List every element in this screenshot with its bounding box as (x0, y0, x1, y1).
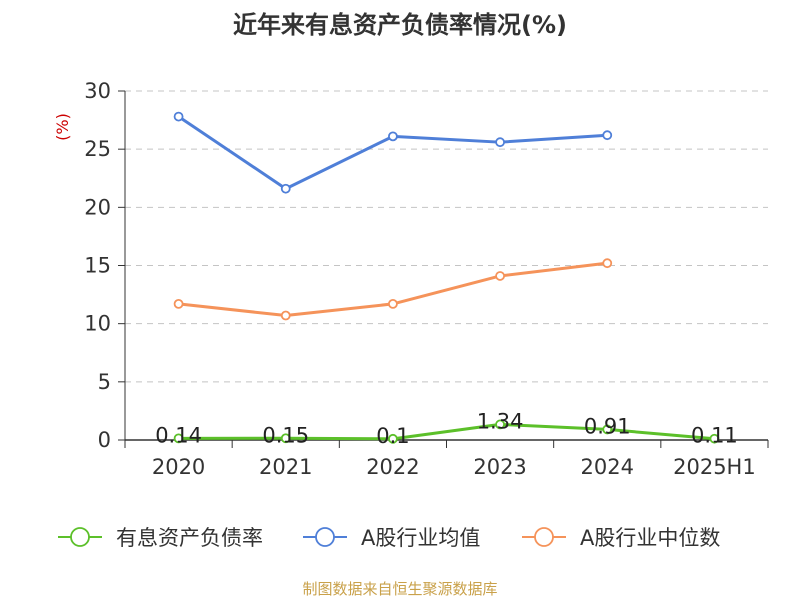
data-label: 0.15 (262, 423, 309, 447)
data-label: 0.11 (691, 424, 738, 448)
data-point-2 (495, 271, 505, 281)
data-label: 0.14 (155, 423, 202, 447)
legend: 有息资产负债率 A股行业均值 A股行业中位数 (58, 526, 720, 550)
x-tick-label: 2025H1 (673, 455, 756, 479)
data-point-2 (602, 258, 613, 269)
data-point-1 (602, 130, 613, 141)
data-point-2 (388, 298, 398, 309)
data-point-0 (495, 419, 505, 430)
legend-label-1: A股行业均值 (361, 526, 480, 550)
data-label: 0.1 (376, 424, 409, 448)
data-point-2 (173, 298, 184, 309)
y-tick-label: 10 (84, 312, 111, 336)
x-tick-label: 2022 (366, 455, 419, 479)
legend-marker-0 (70, 527, 90, 547)
data-labels: 0.14 0.15 0.1 1.34 0.91 0.11 (155, 409, 738, 447)
x-tick-label: 2023 (473, 455, 526, 479)
data-point-0 (173, 433, 184, 444)
data-point-1 (173, 111, 184, 122)
legend-label-0: 有息资产负债率 (116, 526, 263, 550)
data-point-0 (709, 433, 720, 444)
y-tick-label: 5 (98, 370, 111, 394)
chart-title: 近年来有息资产负债率情况(%) (233, 11, 567, 39)
y-tick-label: 0 (98, 428, 111, 452)
y-tick-label: 30 (84, 79, 111, 103)
x-tick-label: 2021 (259, 455, 312, 479)
grid-lines (125, 90, 768, 383)
legend-label-2: A股行业中位数 (580, 526, 720, 550)
x-tick-label: 2020 (152, 455, 205, 479)
data-point-0 (602, 424, 613, 435)
source-note: 制图数据来自恒生聚源数据库 (302, 580, 497, 598)
y-tick-label: 20 (84, 195, 111, 219)
data-point-2 (280, 310, 291, 321)
y-tick-label: 15 (84, 254, 111, 278)
y-tick-label: 25 (84, 137, 111, 161)
legend-marker-1 (315, 527, 335, 547)
data-label: 0.91 (584, 414, 631, 438)
legend-marker-2 (534, 527, 554, 547)
series-line-0 (178, 422, 715, 441)
data-point-1 (280, 183, 291, 194)
series-layer (173, 111, 720, 444)
data-label: 1.34 (477, 409, 524, 433)
data-point-1 (495, 137, 505, 148)
data-point-1 (388, 131, 398, 142)
series-line-1 (177, 115, 608, 191)
x-tick-label: 2024 (581, 455, 634, 479)
data-point-0 (388, 433, 398, 444)
axes: 0 5 10 15 20 25 30 2020 2021 2022 2023 2024 2025H1 (84, 79, 769, 479)
data-point-0 (280, 433, 291, 444)
y-axis-unit-label: (%) (53, 113, 72, 141)
